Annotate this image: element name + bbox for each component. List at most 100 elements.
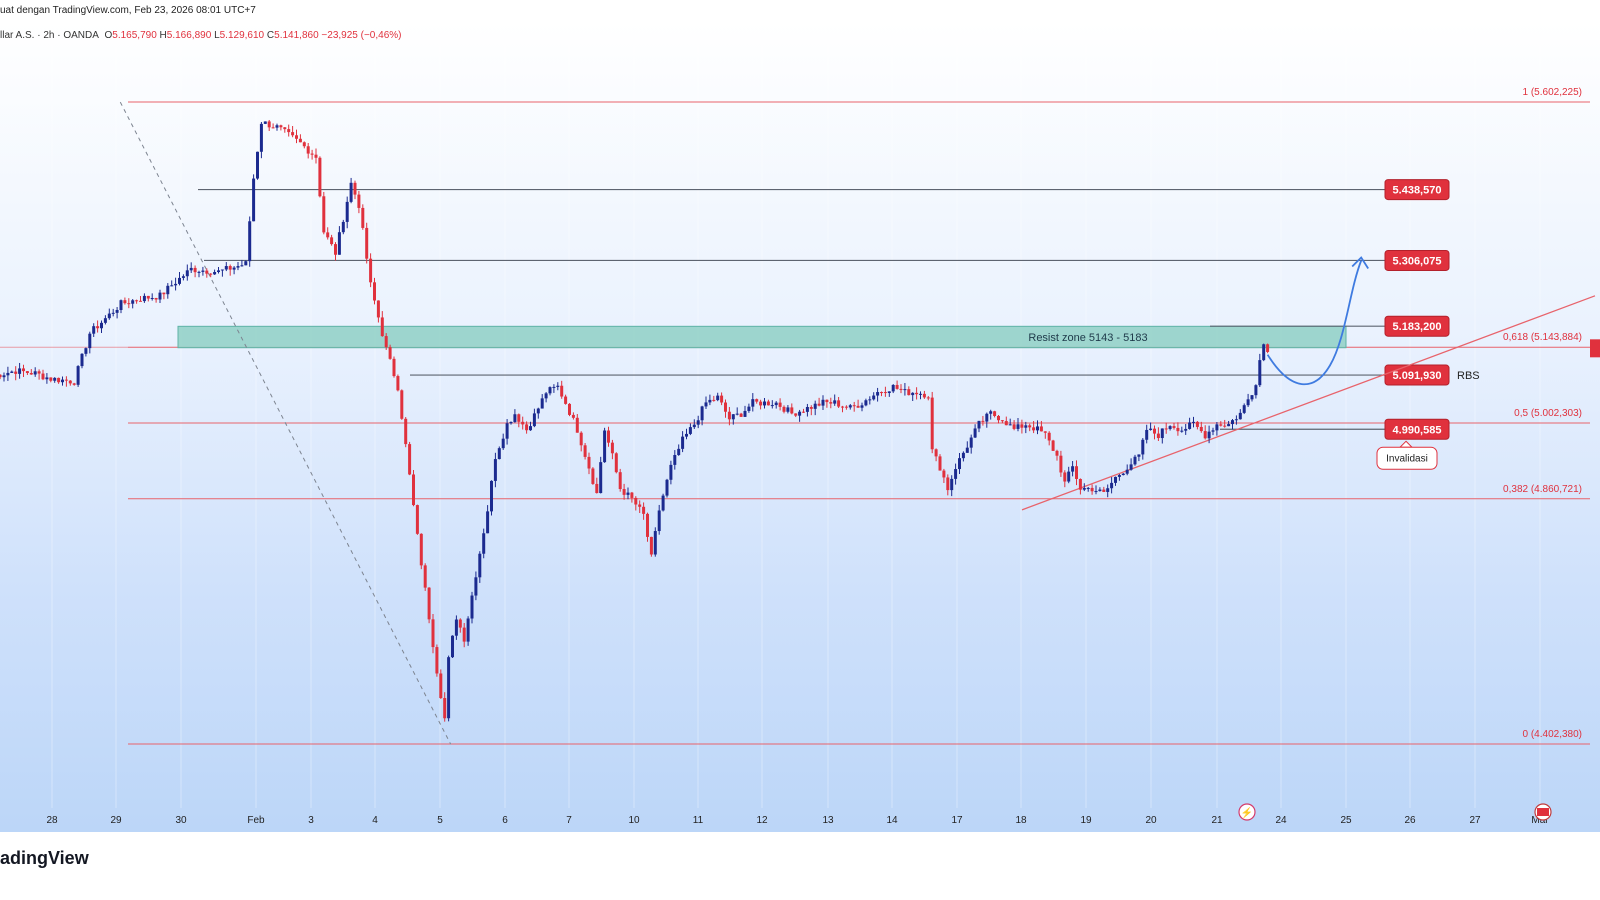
candle-body bbox=[700, 406, 704, 421]
candle-body bbox=[22, 368, 25, 372]
candle-body bbox=[568, 403, 571, 415]
price-level-value: 4.990,585 bbox=[1393, 424, 1442, 436]
candle-body bbox=[306, 146, 310, 154]
candle-body bbox=[349, 182, 353, 202]
candle-body bbox=[466, 618, 470, 642]
candle-body bbox=[587, 456, 591, 469]
candle-body bbox=[696, 420, 700, 425]
candle-body bbox=[821, 399, 825, 406]
candle-body bbox=[154, 298, 158, 300]
candle-body bbox=[1258, 360, 1262, 386]
candle-body bbox=[314, 154, 318, 158]
price-level-value: 5.091,930 bbox=[1393, 370, 1442, 382]
x-tick-label: 26 bbox=[1404, 815, 1416, 826]
candle-body bbox=[162, 292, 166, 295]
candle-body bbox=[844, 406, 848, 408]
x-tick-label: 14 bbox=[886, 815, 898, 826]
x-tick-label: 4 bbox=[372, 815, 378, 826]
candle-body bbox=[743, 410, 747, 417]
chart-svg[interactable]: 28 29 30 Feb 3 4 5 6 7 10 11 12 13 14 17 18 19 20 21 24 25 26… bbox=[0, 22, 1600, 832]
ohlc-legend: llar A.S. · 2h · OANDA O5.165,790 H5.166… bbox=[0, 30, 401, 41]
candle-body bbox=[1075, 466, 1078, 479]
candle-body bbox=[1172, 426, 1176, 428]
candle-body bbox=[685, 433, 688, 437]
open-label: O bbox=[104, 30, 113, 41]
candle-body bbox=[295, 135, 298, 139]
candle-body bbox=[575, 417, 579, 433]
candle-body bbox=[1067, 471, 1071, 482]
price-level-box bbox=[1384, 249, 1450, 271]
candle-body bbox=[1086, 487, 1090, 489]
high-value: 5.166,890 bbox=[166, 30, 212, 41]
x-tick-label: 28 bbox=[46, 815, 58, 826]
candle-body bbox=[919, 393, 922, 395]
candle-body bbox=[1028, 425, 1032, 428]
candle-body bbox=[318, 157, 322, 197]
candle-body bbox=[248, 221, 252, 262]
candle-body bbox=[852, 405, 856, 407]
candle-body bbox=[408, 444, 412, 475]
candle-body bbox=[782, 406, 786, 412]
candle-body bbox=[829, 402, 833, 404]
candle-body bbox=[482, 533, 486, 554]
current-price-marker bbox=[1590, 339, 1600, 358]
candle-body bbox=[864, 400, 868, 406]
candle-body bbox=[1246, 399, 1250, 406]
candle-body bbox=[443, 698, 447, 719]
candle-body bbox=[1110, 482, 1114, 489]
candle-body bbox=[92, 326, 96, 334]
candle-body bbox=[1125, 469, 1129, 474]
candle-body bbox=[310, 153, 314, 155]
candle-body bbox=[977, 420, 981, 429]
candle-body bbox=[1016, 424, 1020, 429]
x-tick-label: 27 bbox=[1469, 815, 1481, 826]
candle-body bbox=[657, 510, 661, 532]
candle-body bbox=[139, 300, 142, 302]
candle-body bbox=[158, 292, 162, 300]
close-label: C bbox=[266, 30, 275, 41]
candle-body bbox=[291, 132, 295, 136]
chart-plot-area[interactable]: 28 29 30 Feb 3 4 5 6 7 10 11 12 13 14 17 18 19 20 21 24 25 26… bbox=[0, 22, 1600, 832]
candle-body bbox=[883, 392, 887, 394]
candle-body bbox=[33, 371, 37, 375]
candle-body bbox=[649, 536, 653, 555]
candle-body bbox=[1223, 425, 1227, 427]
candle-body bbox=[326, 232, 330, 238]
candle-body bbox=[1160, 428, 1164, 439]
lightning-icon-glyph: ⚡ bbox=[1241, 806, 1253, 819]
candle-body bbox=[708, 399, 712, 403]
candle-body bbox=[57, 377, 61, 383]
candle-body bbox=[735, 413, 739, 415]
candle-body bbox=[1262, 344, 1266, 361]
change-value: −23,925 (−0,46%) bbox=[321, 30, 402, 41]
candle-body bbox=[653, 531, 657, 555]
price-level-box bbox=[1384, 315, 1450, 337]
candle-body bbox=[989, 411, 993, 414]
candle-body bbox=[357, 194, 361, 208]
candle-body bbox=[1254, 385, 1258, 396]
candle-body bbox=[384, 336, 388, 348]
candle-body bbox=[45, 377, 49, 380]
candle-body bbox=[513, 414, 517, 422]
candle-body bbox=[131, 300, 135, 304]
candle-body bbox=[688, 427, 692, 434]
candle-body bbox=[1078, 478, 1082, 490]
candle-body bbox=[1211, 430, 1215, 432]
candle-body bbox=[872, 395, 876, 400]
candle-body bbox=[552, 386, 556, 388]
candle-body bbox=[1215, 424, 1219, 431]
candle-body bbox=[1195, 421, 1199, 427]
candle-body bbox=[439, 673, 443, 699]
x-tick-label: 3 bbox=[308, 815, 314, 826]
candle-body bbox=[841, 406, 844, 408]
candle-body bbox=[934, 449, 938, 457]
candle-body bbox=[1227, 424, 1231, 427]
candle-body bbox=[107, 313, 111, 319]
candle-body bbox=[474, 577, 478, 596]
candle-body bbox=[423, 565, 427, 588]
candle-body bbox=[540, 398, 544, 409]
candle-body bbox=[751, 399, 755, 407]
price-level-value: 5.438,570 bbox=[1393, 185, 1442, 197]
resist-zone-box bbox=[177, 325, 1347, 349]
candle-body bbox=[244, 261, 248, 266]
